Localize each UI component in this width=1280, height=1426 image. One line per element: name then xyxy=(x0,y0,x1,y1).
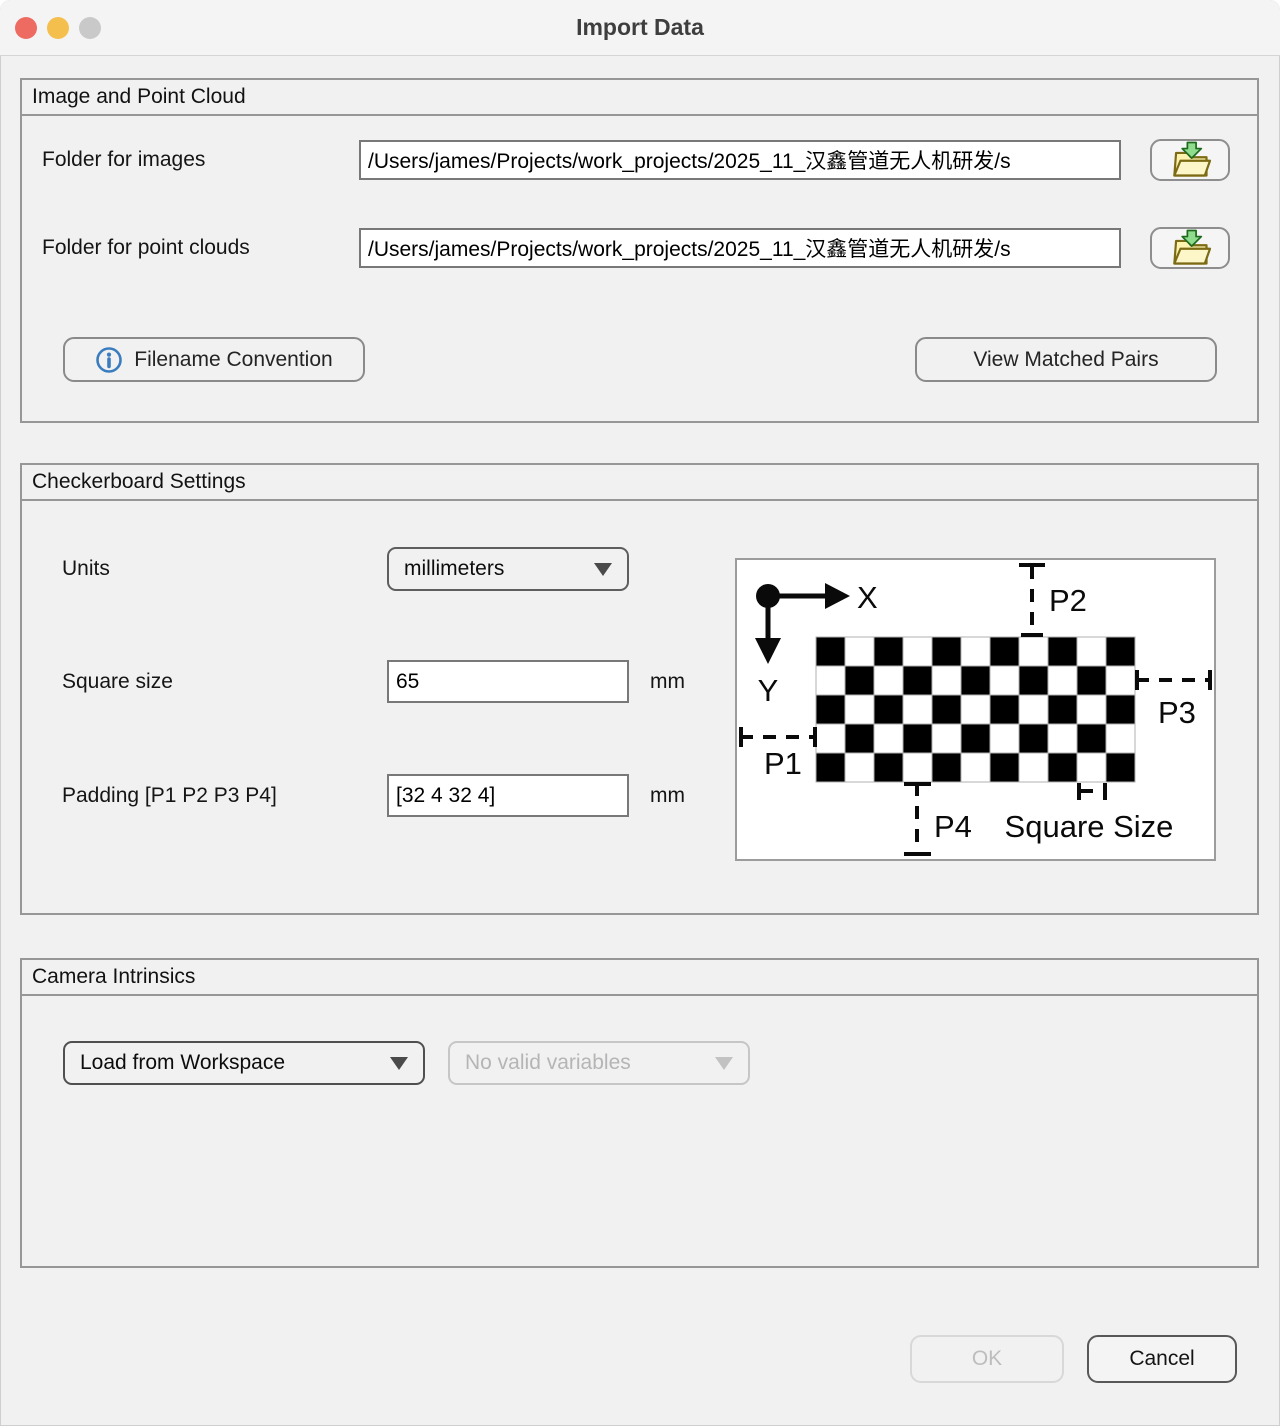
filename-convention-label: Filename Convention xyxy=(134,347,333,371)
section-title: Checkerboard Settings xyxy=(22,465,1257,501)
section-checkerboard-settings: Checkerboard Settings Units millimeters … xyxy=(20,463,1259,915)
section-title: Camera Intrinsics xyxy=(22,960,1257,996)
square-size-label: Square size xyxy=(62,670,173,693)
view-matched-pairs-label: View Matched Pairs xyxy=(973,347,1159,371)
folder-for-point-clouds-label: Folder for point clouds xyxy=(42,236,250,259)
chevron-down-icon xyxy=(594,562,612,576)
zoom-button xyxy=(79,17,101,39)
intrinsics-source-value: Load from Workspace xyxy=(80,1051,286,1074)
square-size-diagram-label: Square Size xyxy=(1005,809,1174,844)
minimize-button[interactable] xyxy=(47,17,69,39)
p2-label: P2 xyxy=(1049,583,1087,618)
cancel-label: Cancel xyxy=(1129,1347,1195,1370)
p4-label: P4 xyxy=(934,809,972,844)
y-arrowhead xyxy=(755,638,781,664)
folder-import-icon xyxy=(1165,227,1215,270)
ok-label: OK xyxy=(971,1347,1003,1370)
x-axis-label: X xyxy=(857,580,878,615)
close-button[interactable] xyxy=(15,17,37,39)
x-arrowhead xyxy=(825,583,850,609)
padding-unit: mm xyxy=(650,784,685,807)
y-axis-label: Y xyxy=(758,673,779,708)
folder-for-images-input[interactable] xyxy=(359,140,1121,180)
checkerboard-diagram: X Y P2 P3 P1 xyxy=(735,558,1216,861)
browse-images-folder-button[interactable] xyxy=(1150,139,1230,181)
padding-label: Padding [P1 P2 P3 P4] xyxy=(62,784,277,807)
folder-for-point-clouds-input[interactable] xyxy=(359,228,1121,268)
cancel-button[interactable]: Cancel xyxy=(1087,1335,1237,1383)
units-label: Units xyxy=(62,557,110,580)
p3-label: P3 xyxy=(1158,695,1196,730)
ok-button: OK xyxy=(910,1335,1064,1383)
section-image-point-cloud: Image and Point Cloud Folder for images … xyxy=(20,78,1259,423)
checkerboard-svg: X Y P2 P3 P1 xyxy=(739,563,1212,856)
view-matched-pairs-button[interactable]: View Matched Pairs xyxy=(915,337,1217,382)
intrinsics-variable-value: No valid variables xyxy=(465,1051,631,1074)
units-dropdown[interactable]: millimeters xyxy=(387,547,629,591)
intrinsics-source-dropdown[interactable]: Load from Workspace xyxy=(63,1041,425,1085)
square-size-input[interactable] xyxy=(387,660,629,703)
intrinsics-variable-dropdown: No valid variables xyxy=(448,1041,750,1085)
section-title: Image and Point Cloud xyxy=(22,80,1257,116)
square-size-unit: mm xyxy=(650,670,685,693)
browse-point-clouds-folder-button[interactable] xyxy=(1150,227,1230,269)
padding-input[interactable] xyxy=(387,774,629,817)
info-icon xyxy=(95,346,123,374)
section-camera-intrinsics: Camera Intrinsics Load from Workspace No… xyxy=(20,958,1259,1268)
filename-convention-button[interactable]: Filename Convention xyxy=(63,337,365,382)
folder-for-images-label: Folder for images xyxy=(42,148,206,171)
titlebar: Import Data xyxy=(0,0,1280,56)
chevron-down-icon xyxy=(390,1056,408,1070)
checkerboard-squares xyxy=(815,636,1136,783)
p1-label: P1 xyxy=(764,746,802,781)
units-value: millimeters xyxy=(404,557,505,580)
window-title: Import Data xyxy=(576,14,704,40)
chevron-down-icon xyxy=(715,1056,733,1070)
folder-import-icon xyxy=(1165,139,1215,182)
